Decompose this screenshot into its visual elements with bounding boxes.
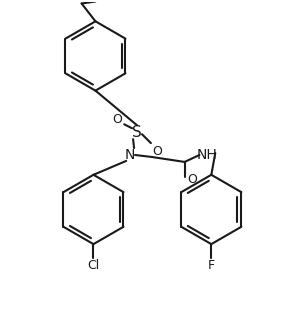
Text: O: O <box>152 144 162 157</box>
Text: O: O <box>112 113 122 126</box>
Text: N: N <box>125 148 135 162</box>
Text: S: S <box>132 125 142 140</box>
Text: O: O <box>187 173 197 186</box>
Text: NH: NH <box>197 148 218 162</box>
Text: F: F <box>208 259 215 272</box>
Text: Cl: Cl <box>87 259 100 272</box>
